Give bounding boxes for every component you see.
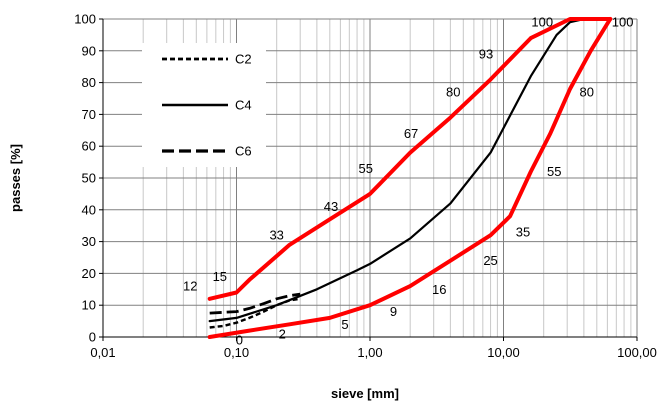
x-tick-label: 10,00 (487, 345, 520, 360)
series-line-c6 (209, 292, 301, 315)
y-tick-label: 30 (82, 234, 96, 249)
x-tick-label: 1,00 (357, 345, 382, 360)
major-gridlines (102, 18, 638, 337)
axes (99, 18, 638, 341)
data-label: 80 (446, 85, 460, 100)
data-label: 2 (279, 326, 286, 341)
x-tick-label: 0,10 (224, 345, 249, 360)
legend-label-c6: C6 (235, 144, 252, 159)
legend-label-c4: C4 (235, 98, 252, 113)
data-label: 55 (359, 161, 373, 176)
x-tick-label: 100,00 (617, 345, 657, 360)
data-label: 12 (183, 279, 197, 294)
y-tick-label: 90 (82, 43, 96, 58)
y-axis-title: passes [%] (8, 144, 23, 212)
series-line-c4 (208, 17, 612, 323)
data-label: 93 (479, 46, 493, 61)
series-line-lower-limit (207, 17, 613, 339)
x-axis-title: sieve [mm] (331, 386, 399, 401)
data-label: 33 (269, 228, 283, 243)
data-label: 9 (390, 304, 397, 319)
y-tick-label: 10 (82, 298, 96, 313)
data-label: 25 (483, 253, 497, 268)
data-labels: 12 15 33 43 55 67 80 93 100 100 80 55 35 25 16 9 5 2 0 (183, 15, 633, 348)
y-tick-label: 100 (74, 12, 96, 27)
data-label: 5 (341, 317, 348, 332)
legend: C2 C4 C6 (142, 43, 266, 167)
y-tick-label: 20 (82, 266, 96, 281)
data-label: 35 (516, 225, 530, 240)
x-tick-label: 0,01 (90, 345, 115, 360)
data-label: 0 (236, 333, 243, 348)
data-label: 43 (324, 199, 338, 214)
y-tick-label: 0 (89, 330, 96, 345)
data-label: 55 (547, 164, 561, 179)
y-tick-label: 60 (82, 139, 96, 154)
data-label: 100 (531, 15, 553, 30)
y-tick-label: 40 (82, 202, 96, 217)
data-label: 80 (579, 85, 593, 100)
y-tick-label: 50 (82, 171, 96, 186)
data-label: 67 (404, 126, 418, 141)
data-label: 15 (213, 269, 227, 284)
y-tick-label: 70 (82, 107, 96, 122)
data-label: 100 (612, 15, 634, 30)
series-layer (207, 17, 613, 339)
series-line-upper-limit (207, 17, 613, 301)
y-tick-label: 80 (82, 75, 96, 90)
legend-label-c2: C2 (235, 52, 252, 67)
data-label: 16 (432, 282, 446, 297)
